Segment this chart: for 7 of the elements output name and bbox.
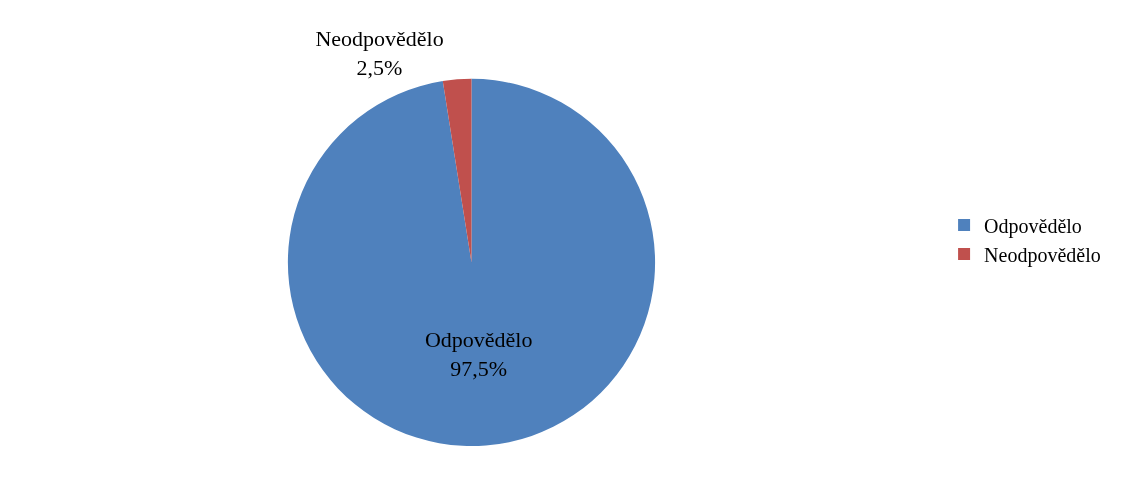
pie-slice: [287, 78, 655, 446]
data-label: 2,5%: [356, 54, 403, 80]
legend-label: Odpovědělo: [984, 214, 1082, 238]
slice-label: Odpovědělo: [424, 327, 533, 353]
slice-label: Neodpovědělo: [315, 25, 444, 51]
legend-label: Neodpovědělo: [984, 243, 1101, 267]
data-label: 97,5%: [450, 355, 508, 381]
